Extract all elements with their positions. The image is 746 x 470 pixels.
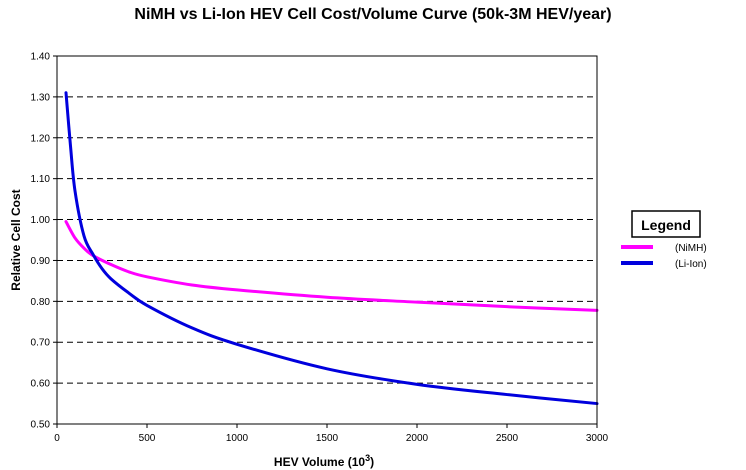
legend-label-nimh: (NiMH): [675, 243, 707, 254]
legend-title: Legend: [641, 217, 691, 233]
x-tick-label: 500: [139, 433, 156, 444]
grid-lines: [57, 96, 597, 384]
y-tick-label: 0.80: [31, 297, 51, 308]
x-tick-label: 0: [54, 433, 60, 444]
y-tick-label: 0.90: [31, 256, 51, 267]
y-tick-label: 0.50: [31, 420, 51, 431]
series-layer: [64, 91, 599, 406]
x-tick-label: 2000: [406, 433, 429, 444]
x-axis: 0 500 1000 1500 2000 2500 3000: [54, 424, 609, 444]
legend-label-li-ion: (Li-Ion): [675, 259, 707, 270]
y-tick-label: 0.60: [31, 379, 51, 390]
y-tick-label: 1.20: [31, 133, 51, 144]
x-tick-label: 1000: [226, 433, 249, 444]
x-tick-label: 3000: [586, 433, 609, 444]
legend-title-box: [631, 210, 701, 238]
legend: Legend (NiMH) (Li-Ion): [621, 210, 707, 270]
y-tick-label: 1.30: [31, 92, 51, 103]
y-tick-label: 1.00: [31, 215, 51, 226]
x-axis-title-end: ): [370, 455, 374, 469]
x-axis-title-superscript: 3: [365, 453, 370, 463]
series-line-nimh: [64, 220, 599, 312]
chart-title: NiMH vs Li-Ion HEV Cell Cost/Volume Curv…: [134, 6, 612, 23]
y-tick-label: 0.70: [31, 338, 51, 349]
y-axis: 0.50 0.60 0.70 0.80 0.90 1.00 1.10 1.20 1.30 1.40: [31, 52, 57, 431]
x-tick-label: 1500: [316, 433, 339, 444]
y-tick-label: 1.10: [31, 174, 51, 185]
x-axis-title: HEV Volume (103): [274, 453, 374, 469]
x-tick-label: 2500: [496, 433, 519, 444]
x-axis-title-main: HEV Volume (10: [274, 455, 365, 469]
y-tick-label: 1.40: [31, 52, 51, 63]
y-axis-title: Relative Cell Cost: [9, 189, 23, 290]
series-line-li-ion: [64, 91, 599, 406]
